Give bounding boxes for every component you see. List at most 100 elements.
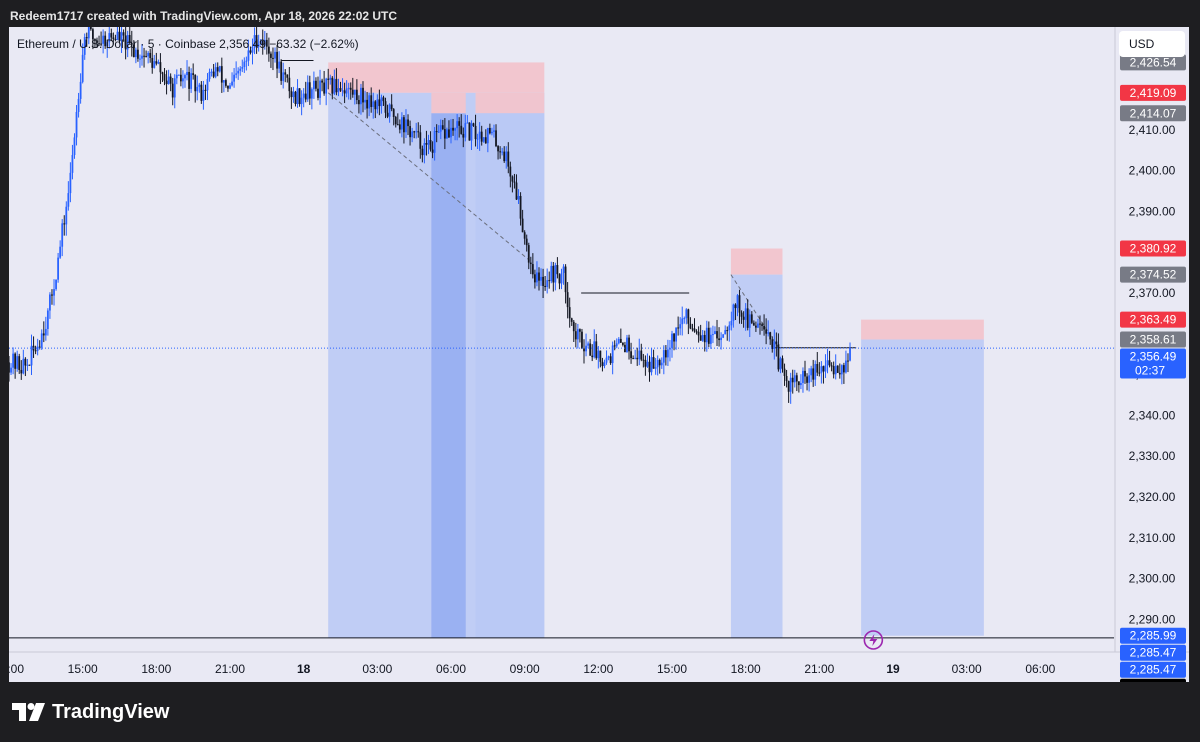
- x-tick-label: 18:00: [141, 662, 171, 676]
- candle-body: [284, 72, 287, 75]
- candle-body: [644, 359, 647, 367]
- trend-line[interactable]: [730, 274, 781, 351]
- candle-body: [562, 266, 565, 274]
- position-target-zone[interactable]: [431, 113, 466, 638]
- position-target-zone[interactable]: [475, 113, 545, 638]
- candle-body: [705, 327, 708, 343]
- candle-body: [642, 359, 645, 361]
- position-stop-zone[interactable]: [475, 92, 545, 114]
- candle-body: [652, 357, 655, 369]
- candle-body: [662, 350, 665, 363]
- candle-body: [603, 362, 606, 367]
- candle-body: [312, 80, 315, 90]
- candle-body: [525, 238, 528, 246]
- candle-body: [122, 32, 125, 36]
- price-label-tag: [1120, 311, 1186, 328]
- price-label-tag: [1120, 331, 1186, 348]
- candle-body: [57, 257, 60, 280]
- candle-body: [728, 325, 731, 331]
- candle-body: [495, 130, 497, 147]
- candle-body: [22, 358, 25, 374]
- x-tick-label: 18:00: [731, 662, 761, 676]
- candle-body: [81, 54, 84, 82]
- candle-body: [511, 176, 514, 182]
- legend-sep: ·: [157, 37, 166, 51]
- candle-body: [437, 131, 440, 133]
- candle-body: [327, 78, 330, 80]
- candle-body: [552, 265, 555, 283]
- candle-body: [832, 366, 835, 375]
- candle-body: [797, 381, 800, 386]
- chart-frame[interactable]: 2,410.002,400.002,390.002,370.002,350.00…: [9, 27, 1189, 682]
- candle-body: [740, 312, 743, 317]
- lightning-icon[interactable]: [863, 630, 884, 650]
- price-label-tag: [1120, 240, 1186, 257]
- candle-body: [654, 367, 657, 369]
- candle-body: [259, 40, 262, 44]
- candle-body: [845, 360, 847, 373]
- candle-body: [96, 40, 98, 44]
- x-tick-label: 06:00: [436, 662, 466, 676]
- candle-body: [499, 151, 502, 153]
- candle-body: [374, 101, 377, 110]
- candle-body: [474, 125, 477, 140]
- candle-body: [55, 279, 57, 290]
- candle-body: [102, 35, 105, 44]
- candle-body: [333, 78, 336, 94]
- y-tick-label: 2,340.00: [1129, 408, 1176, 422]
- position-target-zone[interactable]: [861, 339, 984, 636]
- currency-button[interactable]: USD: [1119, 31, 1185, 57]
- x-tick-label: 15:00: [68, 662, 98, 676]
- candle-body: [360, 87, 362, 105]
- candle-body: [237, 70, 240, 74]
- position-stop-zone[interactable]: [328, 62, 545, 93]
- tradingview-brand: TradingView: [12, 700, 169, 724]
- candle-body: [323, 82, 326, 94]
- y-tick-label: 2,330.00: [1129, 449, 1176, 463]
- candle-body: [212, 71, 215, 77]
- candle-body: [347, 87, 350, 89]
- trend-line[interactable]: [327, 92, 530, 261]
- position-target-zone[interactable]: [730, 274, 783, 638]
- candle-body: [202, 89, 205, 101]
- tradingview-logo-icon: [12, 703, 45, 721]
- y-tick-label: 2,400.00: [1129, 164, 1176, 178]
- candle-body: [476, 138, 479, 140]
- candle-body: [826, 360, 829, 366]
- candle-body: [175, 74, 178, 79]
- candle-body: [108, 33, 111, 43]
- candle-body: [754, 325, 757, 328]
- candle-body: [243, 61, 246, 67]
- candle-body: [421, 148, 424, 156]
- position-stop-zone[interactable]: [431, 92, 466, 114]
- candle-body: [691, 328, 694, 330]
- candle-body: [331, 77, 334, 94]
- candle-body: [165, 80, 168, 85]
- candle-body: [718, 338, 720, 341]
- candle-body: [779, 358, 782, 370]
- candle-body: [664, 350, 667, 358]
- candle-body: [216, 67, 219, 72]
- position-stop-zone[interactable]: [730, 248, 783, 275]
- price-chart[interactable]: 2,410.002,400.002,390.002,370.002,350.00…: [9, 27, 1189, 682]
- candle-body: [812, 368, 815, 380]
- position-stop-zone[interactable]: [861, 319, 984, 340]
- candle-body: [840, 365, 843, 375]
- legend-exchange: Coinbase: [165, 37, 216, 51]
- candle-body: [517, 195, 520, 200]
- price-label-text: 2,419.09: [1130, 86, 1177, 100]
- candle-body: [431, 149, 434, 153]
- symbol-legend[interactable]: Ethereum / U.S. Dollar · 5 · Coinbase 2,…: [17, 37, 359, 51]
- candle-body: [542, 276, 544, 286]
- candle-body: [89, 27, 92, 30]
- candle-body: [824, 365, 827, 372]
- candle-body: [28, 364, 31, 366]
- candle-body: [828, 360, 831, 366]
- candle-body: [137, 49, 139, 59]
- candle-body: [407, 119, 409, 127]
- candle-body: [509, 166, 512, 177]
- candle-body: [415, 131, 418, 133]
- candle-body: [163, 74, 166, 81]
- candle-body: [341, 90, 344, 92]
- candle-body: [650, 357, 653, 373]
